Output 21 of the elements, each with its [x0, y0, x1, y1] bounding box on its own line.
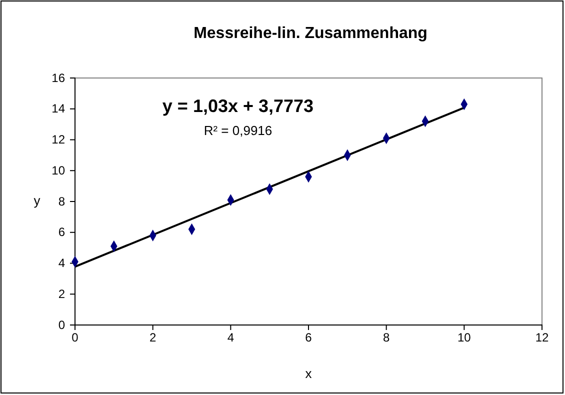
y-tick-label: 6	[58, 225, 66, 240]
y-tick-label: 14	[52, 102, 66, 116]
y-tick-label: 8	[58, 194, 66, 208]
y-tick-label: 12	[52, 132, 66, 147]
annotation: R² = 0,9916	[204, 123, 272, 138]
x-tick-label: 0	[72, 330, 79, 345]
x-tick-label: 6	[305, 330, 312, 345]
y-tick-label: 0	[58, 318, 66, 332]
annotation: y = 1,03x + 3,7773	[162, 96, 314, 116]
y-axis-title: y	[34, 192, 41, 208]
x-axis-title: x	[305, 366, 312, 381]
x-tick-label: 12	[535, 330, 549, 345]
x-tick-label: 8	[382, 330, 390, 345]
x-tick-label: 2	[149, 330, 156, 345]
x-tick-label: 10	[457, 330, 472, 345]
y-tick-label: 2	[58, 286, 66, 301]
x-tick-label: 4	[227, 330, 234, 345]
y-tick-label: 16	[52, 70, 66, 85]
y-tick-label: 10	[52, 163, 66, 178]
chart-title: Messreihe-lin. Zusammenhang	[194, 25, 428, 42]
y-tick-label: 4	[58, 256, 66, 270]
